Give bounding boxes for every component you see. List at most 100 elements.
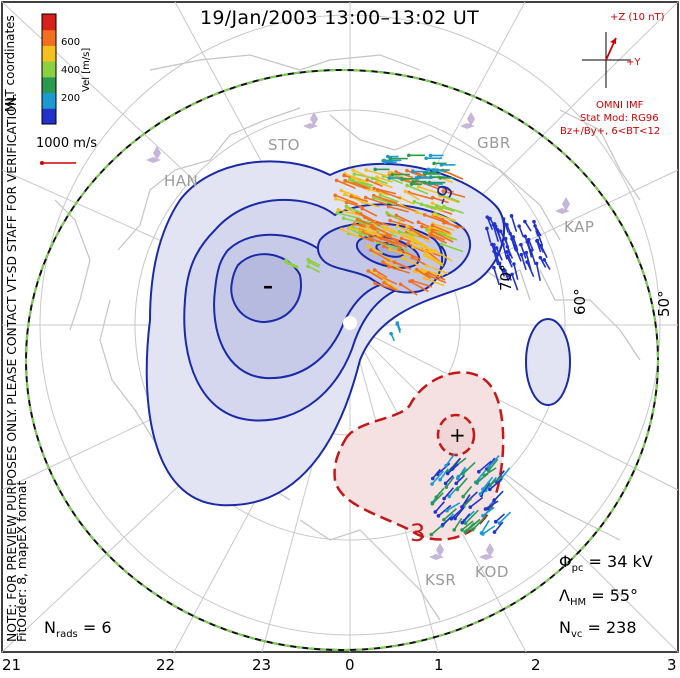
velocity-vector	[464, 522, 475, 533]
velocity-vector	[432, 224, 451, 234]
colorbar-swatch	[42, 45, 56, 62]
velocity-vector-origin	[512, 262, 516, 266]
velocity-vector	[439, 195, 459, 204]
velocity-vector	[412, 279, 433, 288]
velocity-vector-origin	[373, 167, 378, 172]
velocity-vector-origin	[439, 163, 444, 167]
velocity-vector	[389, 236, 408, 248]
velocity-vector-origin	[405, 168, 409, 173]
velocity-vector-origin	[535, 239, 539, 243]
velocity-vector-origin	[538, 255, 543, 260]
velocity-vector-origin	[532, 219, 536, 224]
velocity-vector	[361, 207, 378, 217]
velocity-vector-origin	[366, 244, 370, 248]
velocity-vector-origin	[389, 331, 393, 336]
velocity-vector-origin	[505, 244, 510, 249]
velocity-vector-origin	[453, 516, 457, 521]
velocity-vector	[374, 282, 396, 291]
velocity-vector-origin	[440, 522, 445, 527]
velocity-vector-origin	[388, 156, 393, 161]
velocity-vector-origin	[375, 188, 380, 192]
velocity-vector-origin	[355, 217, 360, 222]
station-label-ksr: KSR	[425, 571, 457, 589]
velocity-vector	[414, 200, 436, 211]
imf-z-label: +Z (10 nT)	[610, 12, 665, 23]
velocity-vector	[450, 506, 465, 520]
velocity-vector	[371, 271, 389, 283]
velocity-vector-origin	[470, 527, 475, 532]
velocity-vector-origin	[395, 322, 400, 327]
velocity-vector	[367, 270, 384, 281]
velocity-vector	[428, 256, 444, 267]
velocity-vector	[385, 281, 399, 291]
velocity-vector-origin	[474, 480, 479, 485]
mlt-tick-23: 23	[252, 656, 272, 674]
velocity-vector	[442, 169, 464, 180]
velocity-vector-origin	[433, 510, 438, 514]
velocity-vector	[428, 272, 446, 281]
velocity-vector	[431, 470, 444, 485]
velocity-vector-origin	[406, 241, 410, 246]
velocity-vector-origin	[408, 279, 412, 284]
colorbar-swatch	[42, 76, 56, 94]
velocity-vector-origin	[485, 215, 490, 219]
velocity-vector	[413, 245, 434, 255]
velocity-vector-origin	[436, 514, 441, 518]
velocity-vector-origin	[525, 260, 529, 264]
velocity-vector-origin	[352, 222, 357, 226]
velocity-vector-origin	[333, 193, 338, 198]
velocity-vector	[370, 249, 390, 261]
contour-label-positive: 3	[410, 519, 426, 547]
station-label-sto: STO	[268, 136, 300, 154]
velocity-vector	[411, 236, 428, 248]
velocity-vector	[421, 268, 444, 277]
velocity-vector-origin	[445, 471, 450, 476]
velocity-colorbar	[41, 13, 57, 125]
velocity-vector-origin	[486, 465, 491, 469]
velocity-vector-origin	[306, 257, 310, 262]
velocity-vector	[397, 225, 419, 237]
velocity-vector	[443, 508, 458, 521]
velocity-vector	[495, 247, 503, 261]
velocity-vector	[493, 251, 499, 266]
velocity-vector-origin	[442, 517, 446, 522]
velocity-vector-origin	[432, 248, 437, 253]
velocity-vector-origin	[492, 265, 496, 270]
velocity-vector	[461, 494, 471, 508]
velocity-vector-origin	[533, 224, 537, 228]
velocity-vector-origin	[398, 282, 403, 287]
velocity-vector	[432, 468, 441, 479]
velocity-vector-origin	[426, 271, 431, 275]
velocity-vector	[373, 194, 398, 204]
velocity-vector	[364, 216, 381, 227]
velocity-vector	[456, 477, 468, 490]
station-label-han: HAN	[164, 172, 199, 190]
velocity-vector	[498, 511, 512, 524]
velocity-vector-origin	[343, 178, 348, 183]
velocity-vector	[512, 236, 518, 249]
velocity-vector-origin	[344, 200, 349, 205]
stat-cross-polar-potential: Φpc = 34 kV	[559, 552, 653, 575]
velocity-vector-origin	[350, 178, 355, 183]
velocity-vector	[307, 265, 321, 273]
velocity-vector-origin	[420, 224, 424, 229]
velocity-vector	[349, 227, 374, 235]
velocity-vector-origin	[379, 236, 383, 241]
colorbar-swatch	[42, 61, 56, 78]
velocity-vector-origin	[452, 528, 457, 532]
velocity-vector-origin	[438, 477, 442, 482]
velocity-vector	[377, 241, 401, 250]
velocity-vector	[359, 235, 375, 243]
velocity-vector	[520, 254, 527, 271]
velocity-vector-origin	[382, 227, 387, 231]
velocity-vector-origin	[409, 235, 414, 240]
velocity-vector	[341, 228, 362, 239]
velocity-vector	[462, 485, 473, 498]
velocity-vector-origin	[370, 224, 375, 228]
velocity-vector	[495, 513, 506, 523]
stat-cross-polar-potential-value: = 34 kV	[588, 552, 653, 571]
velocity-vector-origin	[419, 267, 424, 272]
velocity-vector-origin	[456, 474, 461, 479]
velocity-vector	[412, 240, 433, 251]
